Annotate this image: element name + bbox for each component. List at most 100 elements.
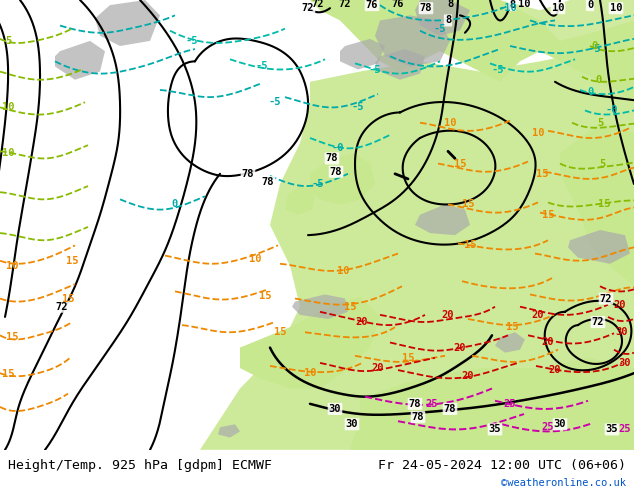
Text: -5: -5 [186,36,198,46]
Text: 0: 0 [587,87,593,97]
Text: -5: -5 [352,102,365,112]
Text: 10: 10 [518,0,530,9]
Text: 30: 30 [329,404,341,414]
Text: 15: 15 [536,169,548,179]
Text: 10: 10 [552,3,564,13]
Text: -5: -5 [369,65,381,74]
Text: 5: 5 [5,36,11,46]
Text: 0: 0 [595,75,601,85]
Text: -5: -5 [256,61,268,72]
Polygon shape [310,153,375,204]
Text: 0: 0 [587,0,593,10]
Polygon shape [350,358,634,450]
Polygon shape [200,51,634,450]
Text: 25: 25 [619,424,631,434]
Text: 10: 10 [249,254,261,264]
Polygon shape [218,424,240,438]
Text: -10: -10 [498,3,517,13]
Text: 35: 35 [605,424,618,434]
Text: -5: -5 [492,65,504,74]
Text: 15: 15 [506,322,518,332]
Text: 15: 15 [61,294,74,303]
Polygon shape [285,184,315,215]
Text: 15: 15 [463,241,476,250]
Text: 0: 0 [592,41,598,51]
Text: 30: 30 [553,419,566,429]
Text: 8: 8 [509,0,515,10]
Text: 78: 78 [420,3,432,13]
Text: Height/Temp. 925 hPa [gdpm] ECMWF: Height/Temp. 925 hPa [gdpm] ECMWF [8,459,272,471]
Text: 20: 20 [549,365,561,375]
Text: 76: 76 [392,0,404,9]
Text: 15: 15 [344,302,356,312]
Text: -5: -5 [269,97,281,107]
Polygon shape [95,0,160,46]
Text: 72: 72 [592,317,604,327]
Text: 78: 78 [326,153,339,164]
Text: 0: 0 [172,199,178,209]
Text: 15: 15 [2,369,14,379]
Text: 20: 20 [356,317,368,327]
Text: 30: 30 [616,327,628,337]
Polygon shape [310,0,634,102]
Text: 8: 8 [447,0,453,9]
Polygon shape [560,122,634,286]
Polygon shape [495,332,525,353]
Polygon shape [55,41,105,80]
Text: 78: 78 [411,412,424,422]
Polygon shape [375,15,450,67]
Polygon shape [360,0,634,82]
Text: 15: 15 [6,332,18,343]
Text: -0: -0 [332,143,344,153]
Text: 15: 15 [462,199,474,209]
Text: -5: -5 [434,24,446,34]
Text: 25: 25 [504,399,516,409]
Text: 20: 20 [372,363,384,373]
Text: 8: 8 [445,16,451,25]
Text: 5: 5 [597,118,603,128]
Text: 30: 30 [619,358,631,368]
Text: -0: -0 [605,105,618,116]
Text: 76: 76 [366,0,378,10]
Text: Fr 24-05-2024 12:00 UTC (06+06): Fr 24-05-2024 12:00 UTC (06+06) [378,459,626,471]
Text: 78: 78 [262,177,275,187]
Text: 15: 15 [274,327,286,337]
Text: 20: 20 [454,343,466,353]
Text: 25: 25 [541,422,554,432]
Text: 72: 72 [339,0,351,9]
Text: 30: 30 [346,419,358,429]
Text: 15: 15 [541,210,554,220]
Polygon shape [568,230,630,264]
Text: 20: 20 [541,338,554,347]
Text: 72: 72 [312,0,324,9]
Text: 10: 10 [304,368,316,378]
Text: 20: 20 [442,310,454,320]
Text: 10: 10 [532,128,544,138]
Polygon shape [340,39,385,70]
Text: ©weatheronline.co.uk: ©weatheronline.co.uk [501,478,626,488]
Text: 10: 10 [6,261,18,271]
Polygon shape [415,0,470,36]
Text: 78: 78 [409,399,421,409]
Text: 5: 5 [599,159,605,169]
Text: 10: 10 [610,3,622,13]
Text: 10: 10 [337,266,349,276]
Text: 78: 78 [330,167,342,177]
Text: 78: 78 [242,169,254,179]
Text: 35: 35 [489,424,501,434]
Text: 72: 72 [56,302,68,312]
Text: 15: 15 [402,353,414,363]
Text: 25: 25 [426,399,438,409]
Text: 20: 20 [532,310,544,320]
Polygon shape [292,294,348,319]
Text: 78: 78 [444,404,456,414]
Text: 15: 15 [66,256,78,266]
Text: 10: 10 [444,118,456,128]
Text: 15: 15 [598,199,611,209]
Text: 72: 72 [600,294,612,303]
Text: -5: -5 [312,179,324,189]
Text: 20: 20 [614,300,626,310]
Polygon shape [375,49,425,80]
Polygon shape [415,204,470,235]
Text: 15: 15 [259,292,271,301]
